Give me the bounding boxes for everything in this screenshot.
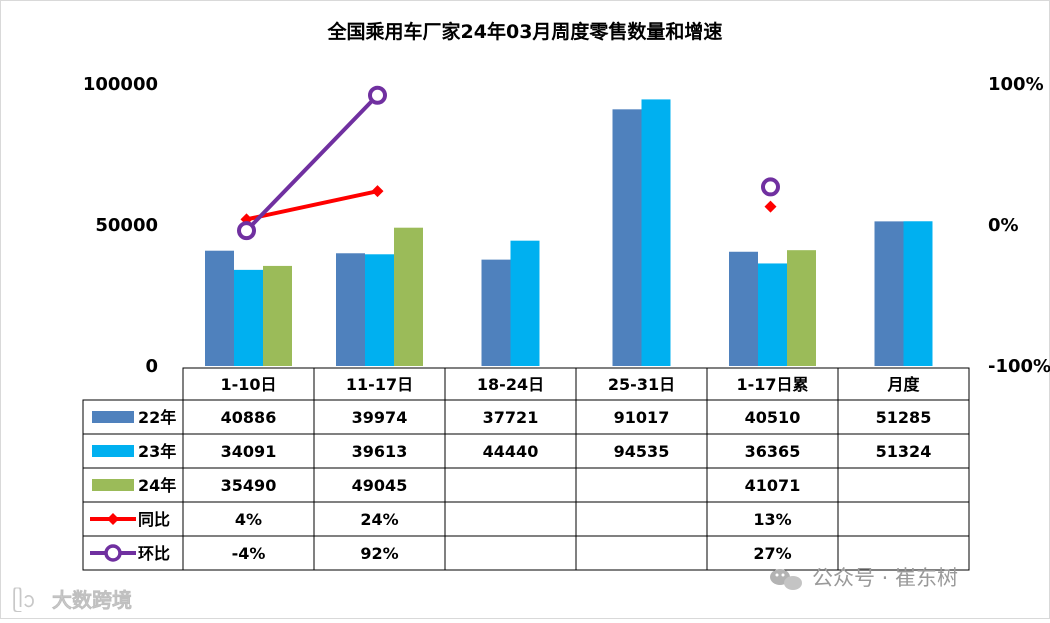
axes: 100000 50000 0 100% 0% -100% — [83, 74, 1050, 377]
legend-label-23年: 23年 — [138, 442, 176, 461]
legend-label-22年: 22年 — [138, 408, 176, 427]
marker-环比 — [761, 177, 780, 197]
watermark-left-text: 大数跨境 — [52, 588, 132, 612]
table-cell: 36365 — [745, 442, 801, 461]
table-cell: 13% — [753, 510, 791, 529]
right-axis-tick: -100% — [988, 356, 1050, 377]
bar-22年 — [874, 221, 904, 366]
legend-key-23年 — [92, 445, 134, 457]
legend-marker-同比 — [107, 513, 119, 525]
bar-23年 — [234, 269, 263, 366]
watermarks: ᥫᩣ 大数跨境 公众号 · 崔东树 — [12, 566, 958, 613]
marker-同比 — [371, 185, 384, 198]
bar-22年 — [481, 259, 511, 366]
table-cell: 94535 — [614, 442, 670, 461]
table-cell: 27% — [753, 544, 791, 563]
watermark-right-text: 公众号 · 崔东树 — [812, 566, 958, 590]
legend-label-环比: 环比 — [138, 544, 170, 563]
table-header-cell: 1-17日累 — [736, 375, 808, 394]
legend-key-22年 — [92, 411, 134, 423]
table-cell: 39974 — [352, 408, 408, 427]
bar-22年 — [205, 250, 234, 366]
table-cell: 40510 — [745, 408, 801, 427]
bars — [205, 99, 933, 366]
bar-24年 — [394, 227, 423, 366]
bar-22年 — [729, 251, 758, 366]
marker-同比 — [764, 200, 777, 213]
right-axis-tick: 100% — [988, 74, 1044, 95]
line-segment-环比 — [244, 93, 380, 233]
table-cell: 40886 — [221, 408, 277, 427]
table-cell: 34091 — [221, 442, 277, 461]
left-axis-tick: 50000 — [95, 215, 158, 236]
wm-left-glyph: ᥫᩣ — [12, 587, 36, 613]
table-cell: 41071 — [745, 476, 801, 495]
bar-23年 — [903, 221, 933, 366]
bar-22年 — [612, 109, 642, 366]
bar-23年 — [758, 263, 787, 366]
table-cell: 51324 — [876, 442, 932, 461]
table-cell: 24% — [360, 510, 398, 529]
bar-23年 — [365, 254, 394, 366]
table-cell: 92% — [360, 544, 398, 563]
legend-marker-环比 — [104, 544, 122, 562]
table-cell: 4% — [235, 510, 262, 529]
bar-23年 — [510, 240, 540, 366]
table-cell: 35490 — [221, 476, 277, 495]
left-axis-tick: 100000 — [83, 74, 158, 95]
lines — [237, 85, 780, 241]
bar-24年 — [263, 265, 292, 366]
table-header-cell: 11-17日 — [346, 375, 413, 394]
bar-22年 — [336, 253, 365, 366]
wechat-icon — [770, 569, 802, 590]
legend-key-24年 — [92, 479, 134, 491]
left-axis-tick: 0 — [145, 356, 158, 377]
table-cell: 39613 — [352, 442, 408, 461]
table-header-cell: 月度 — [886, 375, 920, 394]
bar-24年 — [787, 250, 816, 366]
chart-title: 全国乘用车厂家24年03月周度零售数量和增速 — [327, 20, 723, 43]
table-header-cell: 18-24日 — [477, 375, 544, 394]
table-cell: 49045 — [352, 476, 408, 495]
legend-label-同比: 同比 — [138, 510, 170, 529]
table-cell: 51285 — [876, 408, 932, 427]
marker-环比 — [368, 85, 387, 105]
marker-环比 — [237, 221, 256, 241]
table-cell: -4% — [232, 544, 266, 563]
table-cell: 44440 — [483, 442, 539, 461]
bar-23年 — [641, 99, 671, 366]
table-cell: 91017 — [614, 408, 670, 427]
legend-label-24年: 24年 — [138, 476, 176, 495]
line-segment-同比 — [244, 189, 380, 222]
watermark-logo-left: ᥫᩣ — [12, 587, 36, 613]
table-header-cell: 25-31日 — [608, 375, 675, 394]
right-axis-tick: 0% — [988, 215, 1019, 236]
data-table: 1-10日 11-17日 18-24日 25-31日 1-17日累 月度 22年 40886 3… — [82, 367, 970, 571]
table-header-cell: 1-10日 — [220, 375, 276, 394]
table-cell: 37721 — [483, 408, 539, 427]
